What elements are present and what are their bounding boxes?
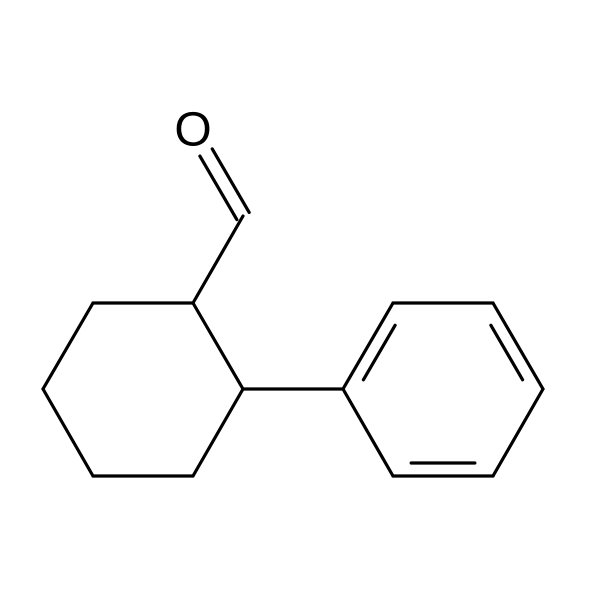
bond-line xyxy=(193,303,243,389)
bond-line xyxy=(343,303,393,389)
bond-line xyxy=(212,149,249,213)
bond-line xyxy=(43,389,93,476)
bond-line xyxy=(193,389,243,476)
bond-line xyxy=(491,325,523,380)
bond-line xyxy=(43,303,93,389)
molecule-diagram: O xyxy=(0,0,600,600)
bond-line xyxy=(363,325,395,380)
bond-line xyxy=(343,389,393,476)
bond-line xyxy=(493,389,543,476)
bond-line xyxy=(493,303,543,389)
bond-line xyxy=(200,156,237,220)
bond-line xyxy=(193,216,243,303)
atom-label-o: O xyxy=(174,104,211,157)
